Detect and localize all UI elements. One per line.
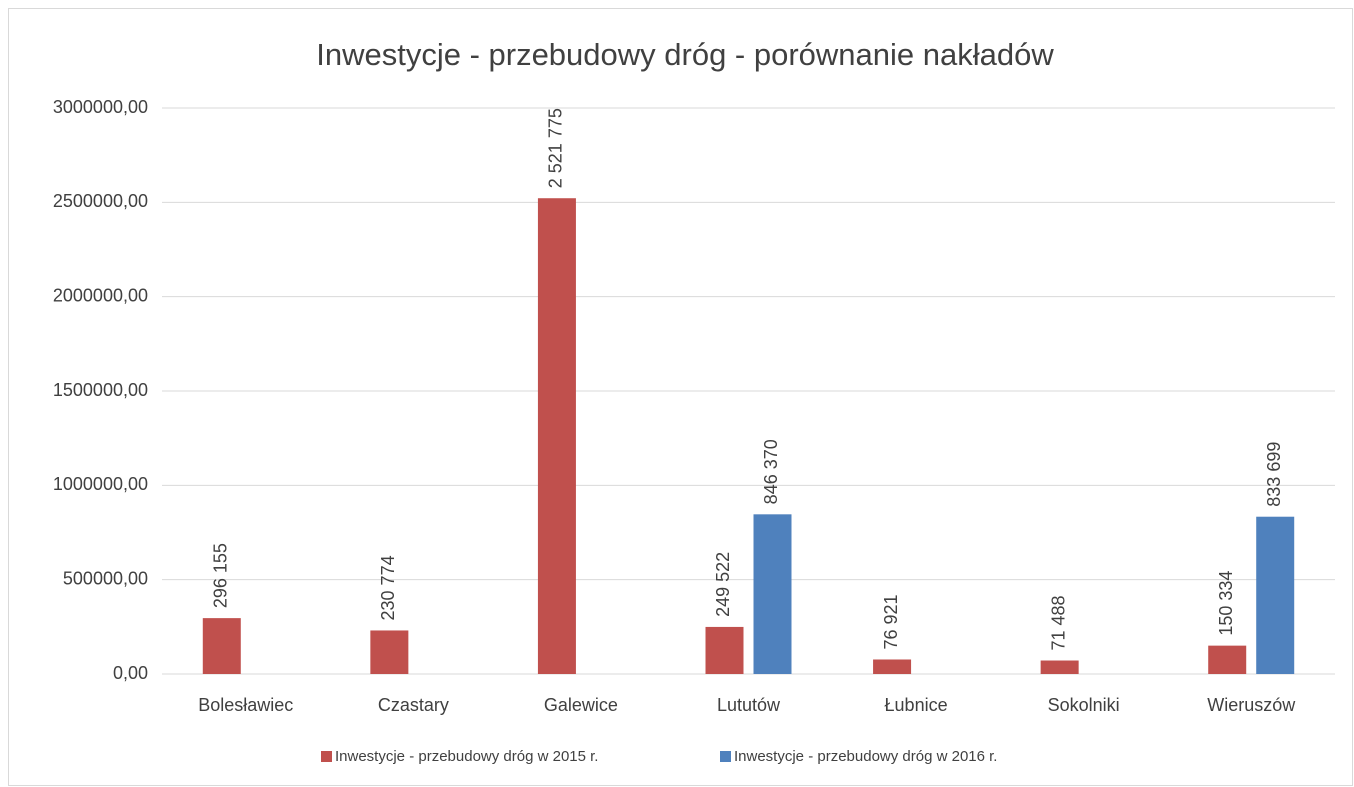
legend-swatch	[720, 751, 731, 762]
y-tick-label: 1000000,00	[53, 474, 148, 494]
data-label: 846 370	[761, 439, 781, 504]
data-label: 230 774	[378, 555, 398, 620]
y-tick-label: 3000000,00	[53, 97, 148, 117]
y-tick-label: 2500000,00	[53, 191, 148, 211]
y-tick-label: 0,00	[113, 663, 148, 683]
bar	[705, 626, 744, 674]
x-tick-label: Galewice	[544, 695, 618, 715]
chart-title: Inwestycje - przebudowy dróg - porównani…	[316, 37, 1054, 72]
x-tick-label: Sokolniki	[1048, 695, 1120, 715]
legend-label: Inwestycje - przebudowy dróg w 2015 r.	[335, 748, 598, 765]
bar	[1040, 660, 1079, 674]
data-label: 150 334	[1216, 571, 1236, 636]
x-tick-label: Bolesławiec	[198, 695, 293, 715]
x-tick-label: Czastary	[378, 695, 449, 715]
data-label: 71 488	[1048, 595, 1068, 650]
bar	[1256, 516, 1295, 674]
data-label: 2 521 775	[546, 108, 566, 188]
bar	[370, 630, 409, 674]
bar	[537, 198, 576, 675]
y-tick-label: 1500000,00	[53, 380, 148, 400]
data-label: 833 699	[1264, 442, 1284, 507]
x-tick-label: Lututów	[717, 695, 781, 715]
bar	[1208, 645, 1247, 674]
bar	[202, 618, 241, 674]
legend-swatch	[321, 751, 332, 762]
bar	[873, 659, 912, 674]
x-tick-label: Łubnice	[885, 695, 948, 715]
bar	[753, 514, 792, 674]
data-label: 249 522	[713, 552, 733, 617]
data-label: 296 155	[211, 543, 231, 608]
y-tick-label: 2000000,00	[53, 285, 148, 305]
legend-label: Inwestycje - przebudowy dróg w 2016 r.	[734, 748, 997, 765]
y-tick-label: 500000,00	[63, 568, 148, 588]
x-tick-label: Wieruszów	[1207, 695, 1296, 715]
data-label: 76 921	[881, 594, 901, 649]
